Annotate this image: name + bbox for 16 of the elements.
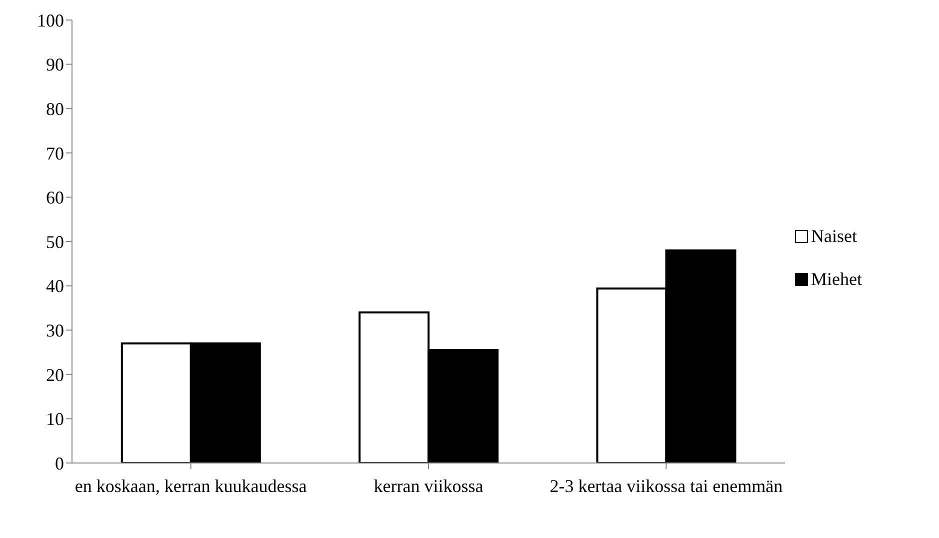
y-tick-label: 70: [46, 143, 64, 164]
y-tick-label: 30: [46, 320, 64, 340]
legend-label: Naiset: [811, 226, 857, 247]
y-tick-label: 0: [55, 453, 64, 474]
y-tick-label: 100: [37, 10, 64, 30]
y-tick-label: 10: [46, 409, 64, 430]
x-tick-label: 2-3 kertaa viikossa tai enemmän: [550, 476, 783, 496]
y-tick-label: 80: [46, 98, 64, 119]
y-tick-label: 60: [46, 188, 64, 208]
y-tick-label: 20: [46, 364, 64, 385]
y-tick-label: 90: [46, 54, 64, 75]
y-tick-label: 50: [46, 232, 64, 252]
legend-label: Miehet: [811, 269, 862, 290]
x-tick-label: en koskaan, kerran kuukaudessa: [74, 476, 307, 496]
y-tick-label: 40: [46, 276, 64, 296]
x-tick-label: kerran viikossa: [374, 476, 484, 496]
